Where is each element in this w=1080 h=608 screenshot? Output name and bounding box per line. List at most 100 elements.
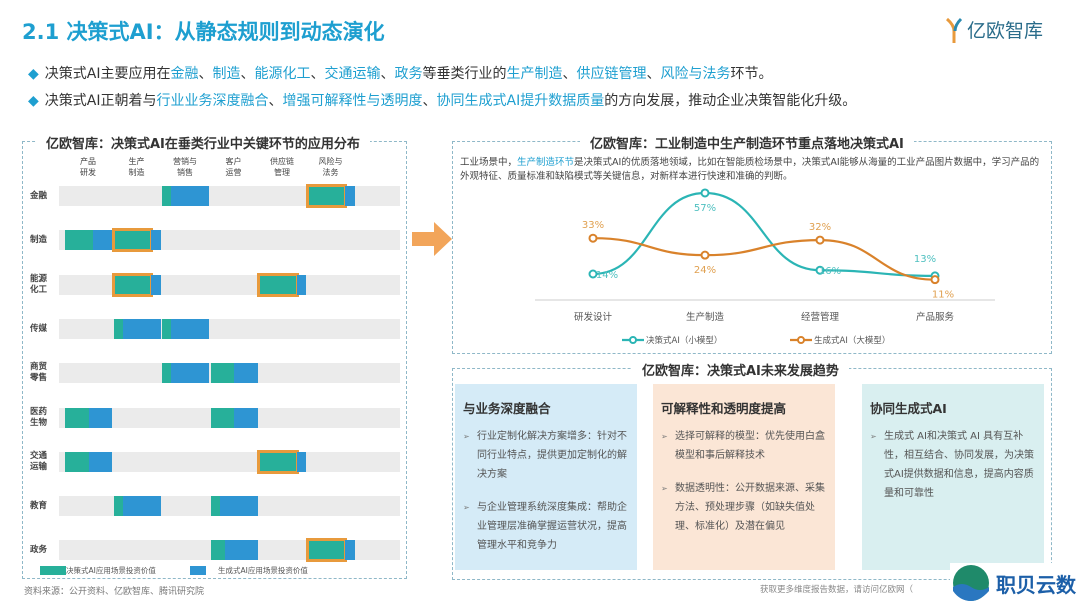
trend-card-title: 协同生成式AI	[870, 401, 947, 416]
segment	[65, 451, 112, 472]
decision-part	[111, 272, 154, 297]
row-label: 医药 生物	[30, 406, 48, 428]
data-point	[815, 235, 825, 245]
brand-text: 职贝云数	[996, 572, 1076, 597]
decision-part	[113, 318, 123, 339]
row-track	[59, 363, 400, 384]
data-point	[700, 250, 710, 260]
segment	[162, 318, 209, 339]
trend-card: 协同生成式AI 生成式 AI和决策式 AI 具有互补性，相互结合、协同发展，为决策…	[862, 384, 1044, 570]
decision-part	[162, 186, 172, 206]
decision-part	[210, 540, 225, 561]
generative-part	[224, 540, 258, 561]
row-label: 能源 化工	[30, 273, 48, 295]
decision-part	[65, 230, 94, 251]
data-point	[700, 188, 710, 198]
bullet-text: 、	[310, 66, 325, 82]
decision-part	[65, 407, 89, 428]
trend-item: 数据透明性：公开数据来源、采集方法、预处理步骤（如缺失值处理、标准化）及潜在偏见	[661, 479, 827, 536]
generative-part	[88, 451, 112, 472]
arrow-right-icon	[412, 222, 452, 256]
bullet-text: 能源化工	[254, 66, 311, 82]
footer-note: 获取更多维度报告数据，请访问亿欧网（	[760, 585, 914, 595]
x-tick-label: 研发设计	[574, 311, 613, 323]
generative-part	[122, 318, 161, 339]
segment	[210, 363, 258, 384]
bullet-text: 、	[198, 66, 213, 82]
logo-icon	[946, 17, 963, 43]
highlighted-segment	[257, 272, 306, 297]
decision-part	[210, 407, 234, 428]
generative-part	[171, 363, 209, 384]
decision-part	[162, 363, 172, 384]
segment	[162, 363, 209, 384]
row-label: 制造	[30, 235, 48, 246]
trend-item: 选择可解释的模型：优先使用白盒模型和事后解释技术	[661, 427, 827, 465]
trend-card-title: 可解释性和透明度提高	[661, 401, 787, 416]
bullet-text: 等垂类行业的	[422, 66, 507, 82]
row-label: 交通 运输	[30, 450, 48, 472]
bullet-text: 环节。	[730, 66, 773, 82]
bullet-text: 、	[646, 66, 661, 82]
segment	[162, 186, 209, 206]
left-chart-title: 亿欧智库：决策式AI在垂类行业中关键环节的应用分布	[36, 133, 370, 152]
highlighted-segment	[111, 228, 161, 253]
segment	[65, 407, 112, 428]
bullet-text: 供应链管理	[576, 66, 647, 82]
bullet-text: 、	[240, 66, 255, 82]
generative-part	[296, 451, 306, 472]
bullet-text: 、	[422, 93, 437, 109]
segment	[113, 496, 161, 517]
bullet-2: ◆ 决策式AI正朝着与行业业务深度融合、增强可解释性与透明度、协同生成式AI提升数…	[28, 90, 856, 110]
row-track	[59, 228, 400, 253]
bullet-text: 、	[380, 66, 395, 82]
legend-marker	[797, 336, 805, 344]
row-track	[59, 538, 400, 563]
data-label: 32%	[809, 222, 831, 233]
segment	[210, 496, 258, 517]
legend-marker	[629, 336, 637, 344]
generative-part	[171, 318, 209, 339]
trend-item: 与企业管理系统深度集成：帮助企业管理层准确掌握运营状况，提高管理水平和竞争力	[463, 498, 629, 555]
brand-watermark: 职贝云数	[950, 563, 1076, 603]
logo-text: 亿欧智库	[967, 20, 1044, 42]
row-label: 金融	[30, 191, 48, 201]
decision-part	[65, 451, 89, 472]
bullet-text: 政务	[394, 66, 423, 82]
trend-card-title: 与业务深度融合	[463, 401, 551, 416]
bullet-text: 协同生成式AI提升数据质量	[436, 93, 605, 109]
decision-part	[113, 496, 123, 517]
highlighted-segment	[111, 272, 161, 297]
highlighted-segment	[305, 538, 355, 563]
bullet-text: 交通运输	[324, 66, 381, 82]
trend-item: 行业定制化解决方案增多：针对不同行业特点，提供更加定制化的解决方案	[463, 427, 629, 484]
generative-part	[234, 407, 258, 428]
diamond-icon: ◆	[28, 66, 39, 82]
data-label: 13%	[914, 254, 936, 265]
legend-swatch-generative	[190, 566, 206, 575]
bullet-text: 、	[268, 93, 283, 109]
bullet-text: 金融	[170, 66, 199, 82]
bullet-text: 行业业务深度融合	[156, 93, 269, 109]
column-label: 风险与 法务	[318, 157, 343, 177]
column-label: 客户 运营	[225, 157, 242, 177]
desc-pre: 工业场景中，	[460, 157, 518, 168]
highlighted-segment	[305, 184, 355, 208]
legend-label-generative: 生成式AI应用场景投资价值	[218, 566, 308, 575]
bullet-text: 决策式AI正朝着与	[44, 93, 157, 109]
decision-part	[210, 363, 234, 384]
row-track	[59, 318, 400, 339]
data-point	[815, 265, 825, 275]
data-label: 14%	[596, 270, 618, 281]
row-track	[59, 407, 400, 428]
column-label: 供应链 管理	[270, 157, 294, 177]
decision-part	[111, 228, 154, 253]
bullet-text: 制造	[212, 66, 241, 82]
generative-part	[345, 540, 355, 561]
trend-card: 可解释性和透明度提高选择可解释的模型：优先使用白盒模型和事后解释技术数据透明性：…	[653, 384, 835, 570]
bullet-text: 增强可解释性与透明度	[282, 93, 423, 109]
generative-part	[296, 274, 306, 295]
trend-item: 生成式 AI和决策式 AI 具有互补性，相互结合、协同发展，为决策式AI提供数据…	[870, 427, 1036, 503]
row-label: 传媒	[30, 323, 48, 334]
bullet-text: 生产制造	[506, 66, 563, 82]
